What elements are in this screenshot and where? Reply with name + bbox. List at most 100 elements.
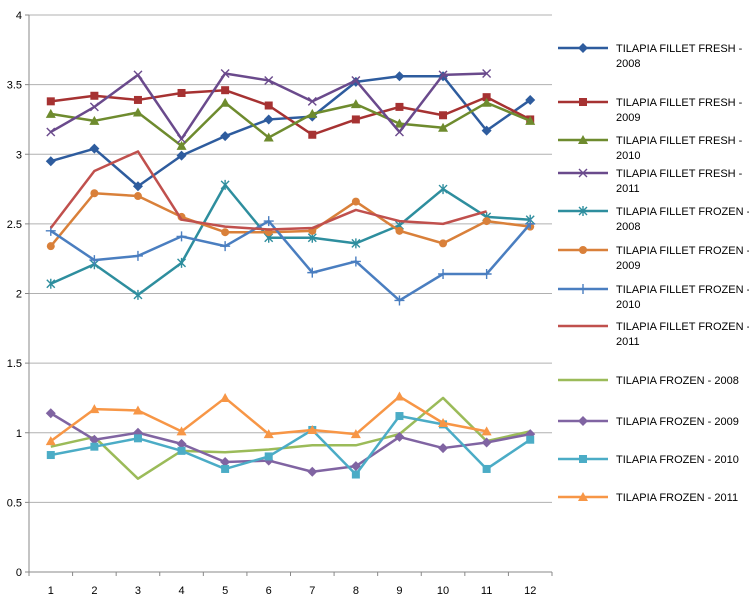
x-tick-label: 1 bbox=[48, 585, 54, 597]
data-point bbox=[307, 108, 318, 118]
data-point bbox=[89, 115, 100, 125]
y-tick-label: 2.5 bbox=[7, 219, 22, 231]
data-point bbox=[89, 404, 100, 414]
series-line bbox=[49, 191, 531, 247]
data-point bbox=[220, 179, 230, 190]
series-3 bbox=[45, 97, 536, 150]
data-point bbox=[177, 88, 186, 97]
legend-label-year: 2009 bbox=[616, 112, 640, 124]
data-point bbox=[482, 93, 491, 102]
data-point bbox=[308, 130, 317, 139]
gridlines bbox=[29, 14, 552, 503]
data-point bbox=[221, 228, 230, 237]
data-point bbox=[438, 184, 448, 195]
legend-label: TILAPIA FILLET FRESH - bbox=[616, 43, 743, 55]
data-point bbox=[263, 429, 274, 439]
data-point bbox=[438, 443, 449, 454]
data-point bbox=[394, 391, 405, 401]
data-point bbox=[439, 111, 448, 120]
data-point bbox=[438, 418, 449, 428]
data-point bbox=[579, 246, 587, 254]
legend-entry-1: TILAPIA FILLET FRESH - 2008 bbox=[558, 43, 743, 70]
data-point bbox=[395, 102, 404, 111]
x-tick-label: 11 bbox=[481, 585, 492, 597]
data-point bbox=[351, 238, 361, 249]
series-line bbox=[50, 183, 531, 297]
data-point bbox=[89, 434, 100, 445]
x-tick-label: 9 bbox=[396, 585, 402, 597]
data-point bbox=[394, 127, 404, 137]
series-line bbox=[50, 396, 531, 480]
series-2 bbox=[46, 86, 535, 139]
series-line bbox=[50, 219, 532, 302]
legend-label-year: 2011 bbox=[616, 183, 640, 195]
series-line bbox=[49, 150, 487, 231]
data-point bbox=[133, 192, 142, 201]
data-point bbox=[46, 242, 55, 251]
y-tick-label: 0 bbox=[16, 567, 22, 579]
data-point bbox=[578, 492, 588, 501]
data-point bbox=[481, 269, 492, 280]
legend-label-year: 2009 bbox=[616, 260, 640, 272]
data-point bbox=[89, 102, 99, 112]
data-point bbox=[90, 442, 99, 451]
x-tick-label: 6 bbox=[266, 585, 272, 597]
series-line bbox=[50, 88, 531, 137]
legend-label: TILAPIA FILLET FRESH - bbox=[616, 135, 743, 147]
y-tick-label: 1 bbox=[16, 428, 22, 440]
data-point bbox=[46, 278, 56, 289]
axes bbox=[25, 14, 553, 576]
legend-entry-5: TILAPIA FILLET FROZEN - 2008 bbox=[558, 206, 749, 233]
data-point bbox=[263, 132, 274, 142]
y-axis-tick-labels: 0 0.5 1 1.5 2 2.5 3 3.5 4 bbox=[7, 10, 22, 579]
data-point bbox=[578, 135, 588, 144]
data-point bbox=[132, 107, 143, 117]
data-point bbox=[394, 118, 405, 128]
data-point bbox=[395, 412, 404, 421]
data-point bbox=[264, 101, 273, 110]
y-tick-label: 1.5 bbox=[7, 358, 22, 370]
data-point bbox=[220, 392, 231, 402]
data-point bbox=[394, 295, 405, 306]
data-point bbox=[578, 416, 588, 426]
legend-entry-4: TILAPIA FILLET FRESH - 2011 bbox=[558, 168, 743, 195]
data-point bbox=[221, 464, 230, 473]
data-point bbox=[394, 71, 405, 82]
series-line bbox=[50, 412, 531, 473]
series-line bbox=[50, 101, 531, 148]
legend-label: TILAPIA FILLET FROZEN - bbox=[616, 206, 749, 218]
series-8 bbox=[49, 150, 487, 231]
data-point bbox=[45, 436, 56, 446]
data-point bbox=[395, 226, 404, 235]
data-point bbox=[482, 68, 492, 78]
legend-entry-6: TILAPIA FILLET FROZEN - 2009 bbox=[558, 245, 749, 272]
data-point bbox=[45, 408, 56, 419]
x-tick-label: 4 bbox=[178, 585, 184, 597]
x-tick-label: 12 bbox=[524, 585, 536, 597]
data-point bbox=[526, 435, 535, 444]
legend-label: TILAPIA FROZEN - 2010 bbox=[616, 454, 739, 466]
data-point bbox=[307, 96, 317, 106]
legend-entry-10: TILAPIA FROZEN - 2009 bbox=[558, 416, 739, 428]
data-point bbox=[46, 97, 55, 106]
x-tick-label: 3 bbox=[135, 585, 141, 597]
data-point bbox=[578, 284, 588, 294]
data-point bbox=[89, 143, 100, 154]
legend-entry-12: TILAPIA FROZEN - 2011 bbox=[558, 492, 738, 504]
data-point bbox=[220, 131, 231, 142]
data-point bbox=[579, 455, 587, 463]
series-7 bbox=[45, 216, 536, 306]
data-point bbox=[264, 75, 274, 85]
data-point bbox=[481, 426, 492, 436]
data-point bbox=[220, 456, 231, 467]
data-point bbox=[176, 140, 187, 150]
data-point bbox=[263, 216, 274, 227]
data-point bbox=[351, 470, 360, 479]
legend-label: TILAPIA FROZEN - 2011 bbox=[616, 492, 738, 504]
legend-entry-7: TILAPIA FILLET FROZEN - 2010 bbox=[558, 284, 749, 311]
x-axis-tick-labels: 1 2 3 4 5 6 7 8 9 10 11 12 bbox=[48, 585, 537, 597]
data-point bbox=[525, 218, 536, 229]
data-point bbox=[482, 217, 491, 226]
data-point bbox=[481, 125, 492, 136]
data-point bbox=[263, 114, 274, 125]
